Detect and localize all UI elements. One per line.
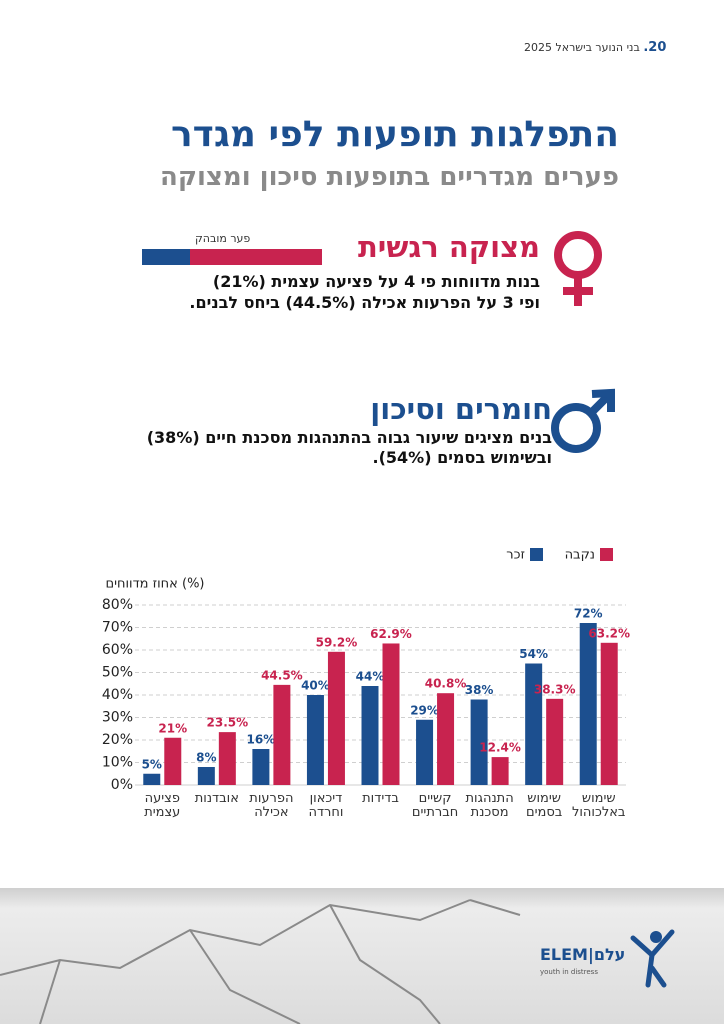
logo-latin: ELEM xyxy=(540,945,588,964)
y-tick-label: 80% xyxy=(102,597,133,613)
bar xyxy=(525,663,543,785)
section-text: בנים מציגים שיעור גבוה בהתנהגות מסכנת חי… xyxy=(146,428,552,447)
bar xyxy=(197,767,215,785)
bar xyxy=(361,686,379,785)
gap-label: פער מובהק xyxy=(195,232,251,245)
publication: בני הנוער בישראל 2025 xyxy=(524,41,640,54)
bar xyxy=(273,684,291,785)
value-label: 72% xyxy=(574,607,603,621)
y-tick-label: 50% xyxy=(102,665,133,681)
x-tick-label: התנהגות מסכנת xyxy=(465,791,514,820)
value-label: 62.9% xyxy=(370,627,412,641)
value-label: 38% xyxy=(465,683,494,697)
logo-text: ELEM|עלם xyxy=(540,945,626,964)
female-icon xyxy=(554,231,602,306)
page-number: 20. בני הנוער בישראל 2025 xyxy=(524,40,666,55)
bar xyxy=(327,651,345,785)
value-label: 5% xyxy=(142,757,162,771)
bar xyxy=(470,699,488,785)
x-tick-label: שימוש בסמים xyxy=(525,791,563,820)
value-label: 63.2% xyxy=(588,626,630,640)
bar xyxy=(546,698,564,785)
y-tick-label: 0% xyxy=(111,777,133,793)
y-axis-label: אחוז מדווחים (%) xyxy=(105,577,204,592)
y-tick-label: 20% xyxy=(102,732,133,748)
page-number-value: 20. xyxy=(643,40,667,55)
value-label: 40.8% xyxy=(425,677,467,691)
male-icon xyxy=(551,388,615,453)
value-label: 8% xyxy=(196,751,216,765)
logo-hebrew: עלם xyxy=(593,945,626,964)
value-label: 12.4% xyxy=(479,741,521,755)
value-label: 29% xyxy=(410,703,439,717)
logo-tagline: youth in distress xyxy=(540,968,598,976)
value-label: 44% xyxy=(356,670,385,684)
x-tick-label: שימוש באלכוהול xyxy=(572,791,626,820)
section-heading: מצוקה רגשית xyxy=(357,230,540,264)
bar xyxy=(382,643,400,785)
bar xyxy=(218,732,236,785)
bar xyxy=(579,623,597,785)
legend-swatch xyxy=(530,548,543,561)
value-label: 21% xyxy=(158,721,187,735)
x-tick-label: בדידות xyxy=(362,791,399,806)
title: התפלגות תופעות לפי מגדר xyxy=(171,114,619,155)
bar xyxy=(600,642,618,785)
cracks xyxy=(0,899,521,1024)
section-text: בנות מדווחות פי 4 על פציעה עצמית (21%) xyxy=(212,272,540,291)
value-label: 23.5% xyxy=(207,716,249,730)
x-tick-label: דיכאון וחרדה xyxy=(308,791,344,820)
gap-bar-male xyxy=(142,249,190,265)
chart: אחוז מדווחים (%) 0% 10% 20% 30% 40% 50% 60% 70% 8… xyxy=(102,548,630,794)
section-heading: חומרים וסיכון xyxy=(370,392,552,426)
value-label: 54% xyxy=(519,647,548,661)
value-label: 38.3% xyxy=(534,682,576,696)
y-tick-label: 10% xyxy=(102,755,133,771)
value-label: 59.2% xyxy=(316,635,358,649)
x-tick-label: אובדנות xyxy=(194,791,239,806)
value-label: 44.5% xyxy=(261,668,303,682)
legend-swatch xyxy=(600,548,613,561)
section-text: ופי 3 על הפרעות אכילה (44.5%) ביחס לבנים… xyxy=(189,293,540,312)
bar xyxy=(143,773,161,785)
value-label: 16% xyxy=(247,733,276,747)
logo-figure xyxy=(630,929,675,988)
bar xyxy=(252,749,270,785)
y-tick-label: 70% xyxy=(102,620,133,636)
bar xyxy=(437,693,455,785)
subtitle: פערים מגדריים בתופעות סיכון ומצוקה xyxy=(159,162,619,192)
section-text: ובשימוש בסמים (54%). xyxy=(372,448,553,467)
gap-bar-female xyxy=(190,249,322,265)
y-tick-label: 30% xyxy=(102,710,133,726)
y-tick-label: 40% xyxy=(102,687,133,703)
bar xyxy=(306,695,324,785)
x-tick-label: הפרעות אכילה xyxy=(249,791,294,820)
legend-label: זכר xyxy=(506,548,525,563)
x-tick-label: פציעה עצמית xyxy=(144,791,181,820)
bar xyxy=(416,719,434,785)
x-tick-label: קשיים חברתיים xyxy=(411,791,459,820)
bar xyxy=(164,737,182,785)
y-tick-label: 60% xyxy=(102,642,133,658)
bar xyxy=(491,757,509,785)
legend-label: נקבה xyxy=(565,548,595,563)
value-label: 40% xyxy=(301,679,330,693)
